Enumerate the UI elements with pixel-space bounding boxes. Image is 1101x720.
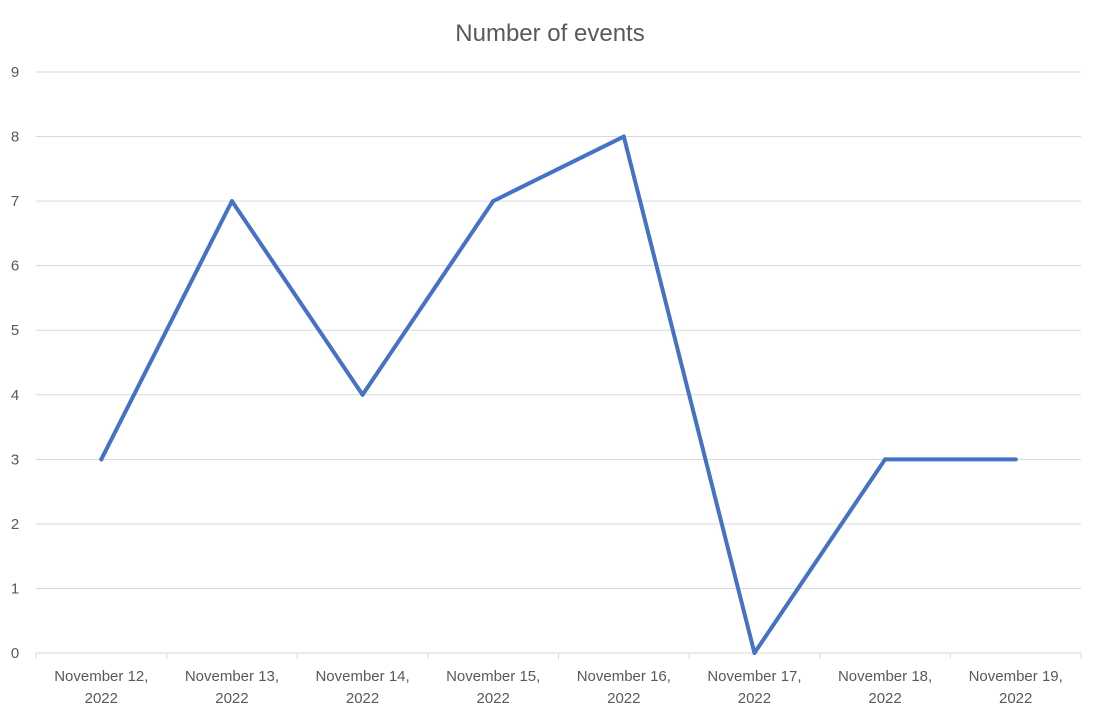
data-point bbox=[99, 457, 104, 462]
x-tick-label: November 17, 2022 bbox=[707, 668, 801, 707]
y-tick-label: 2 bbox=[11, 516, 19, 533]
x-tick-label: November 14, 2022 bbox=[315, 668, 409, 707]
x-tick-label-line: 2022 bbox=[607, 690, 640, 707]
data-point bbox=[752, 651, 757, 655]
x-tick-label-line: 2022 bbox=[999, 690, 1032, 707]
series-layer bbox=[99, 134, 1018, 655]
x-tick-label-line: November 16, bbox=[577, 668, 671, 685]
x-tick-label: November 16, 2022 bbox=[577, 668, 671, 707]
x-tick-label-line: November 17, bbox=[707, 668, 801, 685]
x-tick-label: November 19, 2022 bbox=[969, 668, 1063, 707]
x-tick-label-line: 2022 bbox=[477, 690, 510, 707]
x-tick-label-line: November 13, bbox=[185, 668, 279, 685]
x-tick-label-line: 2022 bbox=[85, 690, 118, 707]
y-tick-label: 7 bbox=[11, 193, 19, 210]
y-tick-label: 1 bbox=[11, 580, 19, 597]
gridlines bbox=[36, 71, 1081, 589]
x-tick-label: November 13, 2022 bbox=[185, 668, 279, 707]
x-tick-label: November 15, 2022 bbox=[446, 668, 540, 707]
y-tick-label: 3 bbox=[11, 451, 19, 468]
x-tick-label-line: November 15, bbox=[446, 668, 540, 685]
x-tick-label-line: November 12, bbox=[54, 668, 148, 685]
data-point bbox=[1013, 457, 1018, 462]
x-tick-label-line: November 19, bbox=[969, 668, 1063, 685]
y-tick-label: 0 bbox=[11, 645, 19, 662]
x-tick-label-line: November 18, bbox=[838, 668, 932, 685]
series-line bbox=[99, 134, 1018, 655]
y-tick-label: 9 bbox=[11, 64, 19, 81]
data-point bbox=[491, 199, 496, 204]
y-tick-label: 6 bbox=[11, 258, 19, 275]
x-tick-label: November 12, 2022 bbox=[54, 668, 148, 707]
x-tick-label-line: 2022 bbox=[868, 690, 901, 707]
data-point bbox=[883, 457, 888, 462]
x-tick-label-line: 2022 bbox=[215, 690, 248, 707]
axes: 0 1 2 3 4 5 6 7 8 9 November 12, 2022 November 13, 20… bbox=[11, 64, 1082, 707]
y-tick-label: 5 bbox=[11, 322, 19, 339]
data-point bbox=[621, 134, 626, 139]
data-point bbox=[360, 392, 365, 397]
x-tick-label-line: 2022 bbox=[346, 690, 379, 707]
y-tick-label: 4 bbox=[11, 387, 19, 404]
x-tick-label: November 18, 2022 bbox=[838, 668, 932, 707]
chart-title: Number of events bbox=[455, 20, 644, 47]
y-tick-label: 8 bbox=[11, 129, 19, 146]
x-tick-label-line: 2022 bbox=[738, 690, 771, 707]
data-point bbox=[229, 199, 234, 204]
x-tick-label-line: November 14, bbox=[315, 668, 409, 685]
